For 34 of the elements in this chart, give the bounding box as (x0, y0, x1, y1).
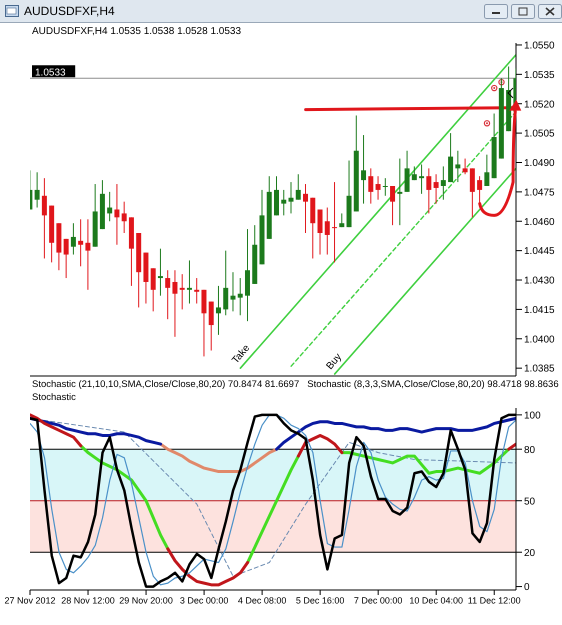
text: Stochastic (8,3,3,SMA,Close/Close,80,20) 98.4718 98.8636 (307, 378, 559, 391)
text: Take (230, 342, 253, 366)
y-tick-label: 0 (524, 582, 530, 594)
x-tick-label: 5 Dec 16:00 (296, 595, 344, 606)
chart-title: AUDUSDFXF,H4 (24, 4, 116, 18)
y-tick-label: 1.0460 (524, 216, 556, 228)
x-tick-label: 4 Dec 08:00 (238, 595, 286, 606)
text: Stochastic (32, 391, 76, 404)
y-tick-label: 1.0430 (524, 276, 556, 287)
y-tick-label: 1.0385 (524, 364, 556, 375)
ref-line-label: 1.0533 (35, 67, 66, 78)
x-tick-label: 27 Nov 2012 (4, 595, 56, 606)
y-tick-label: 50 (524, 496, 536, 508)
x-tick-label: 28 Nov 12:00 (61, 595, 115, 606)
y-tick-label: 1.0520 (524, 99, 556, 110)
text: Stochastic (21,10,10,SMA,Close/Close,80,20) 70.8474 81.6697 (32, 378, 300, 391)
x-tick-label: 7 Dec 00:00 (354, 595, 402, 606)
y-tick-label: 1.0400 (524, 334, 556, 346)
y-tick-label: 100 (524, 410, 542, 422)
x-tick-label: 10 Dec 04:00 (409, 595, 463, 606)
y-tick-label: 1.0550 (524, 40, 556, 52)
y-tick-label: 1.0415 (524, 304, 556, 316)
text: AUDUSDFXF,H4 1.0535 1.0538 1.0528 1.0533 (32, 26, 242, 37)
y-tick-label: 20 (524, 548, 536, 559)
y-tick-label: 1.0505 (524, 128, 556, 140)
y-tick-label: 1.0445 (524, 246, 556, 258)
y-tick-label: 1.0475 (524, 187, 556, 198)
x-tick-label: 11 Dec 12:00 (468, 595, 521, 606)
text: Buy (324, 352, 344, 372)
x-tick-label: 29 Nov 20:00 (119, 595, 173, 606)
y-tick-label: 1.0490 (524, 158, 556, 170)
y-tick-label: 80 (524, 444, 536, 456)
x-tick-label: 3 Dec 00:00 (180, 595, 228, 606)
y-tick-label: 1.0535 (524, 70, 556, 81)
